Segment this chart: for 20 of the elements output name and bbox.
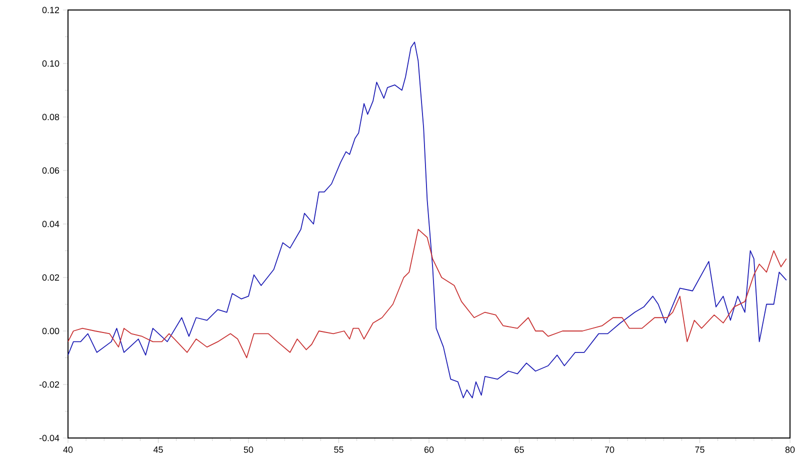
y-tick-label: 0.08 xyxy=(42,114,60,120)
y-tick-label: 0.10 xyxy=(42,60,60,67)
y-tick-label: -0.02 xyxy=(39,381,60,388)
y-tick-label: 0.02 xyxy=(42,274,60,281)
line-series xyxy=(68,228,787,358)
y-tick-label: -0.04 xyxy=(39,434,60,442)
x-tick-label: 55 xyxy=(334,446,344,453)
y-tick-label: 0.00 xyxy=(42,328,60,334)
y-tick-label: 0.12 xyxy=(42,6,60,14)
x-tick-label: 75 xyxy=(695,446,704,453)
y-tick-label: 0.06 xyxy=(42,167,60,174)
x-tick-label: 70 xyxy=(604,446,614,453)
x-tick-label: 80 xyxy=(785,446,795,453)
x-tick-label: 40 xyxy=(63,446,73,453)
x-tick-label: 60 xyxy=(424,446,434,453)
y-tick-label: 0.04 xyxy=(42,220,60,228)
x-tick-label: 50 xyxy=(244,446,254,453)
x-tick-label: 45 xyxy=(153,446,163,453)
line-series xyxy=(68,42,787,398)
x-tick-label: 65 xyxy=(514,446,524,453)
